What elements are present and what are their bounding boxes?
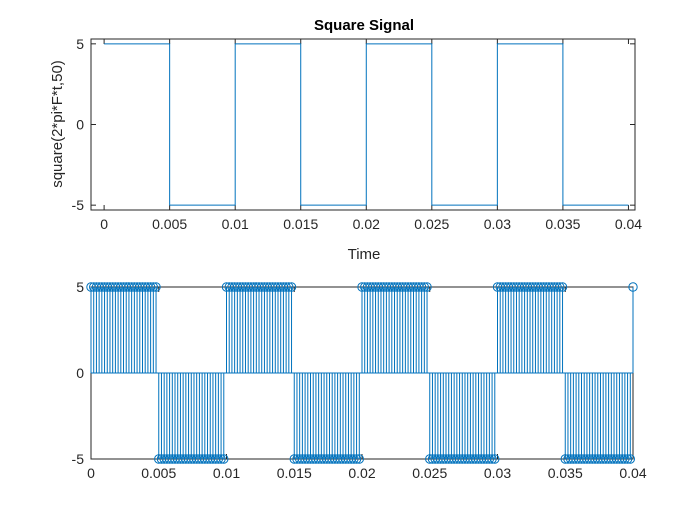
x-tick-label: 0.02	[353, 216, 380, 232]
axes-top: Square Signal Time square(2*pi*F*t,50) 0…	[49, 17, 642, 263]
x-tick-label: 0.035	[545, 216, 580, 232]
stem-marker	[349, 454, 359, 464]
y-axis-label: square(2*pi*F*t,50)	[49, 60, 66, 188]
x-tick-label: 0.035	[548, 465, 583, 481]
stem-marker	[557, 282, 568, 292]
stem-marker	[281, 282, 291, 292]
stem-marker	[351, 454, 362, 464]
axes-box	[90, 38, 636, 211]
stem-marker	[552, 282, 562, 292]
stem-marker	[422, 282, 432, 292]
signal-line	[104, 43, 629, 206]
x-axis-label: Time	[348, 246, 381, 263]
x-tick-label: 0	[100, 216, 108, 232]
stem-marker	[625, 454, 635, 464]
x-tick-label: 0.01	[222, 216, 249, 232]
stem-marker	[416, 282, 427, 292]
stem-marker	[219, 454, 229, 464]
x-tick-label: 0	[87, 465, 95, 481]
x-tick-label: 0.04	[619, 465, 646, 481]
x-tick-label: 0.03	[484, 216, 511, 232]
stem-marker	[216, 454, 226, 464]
plot-title: Square Signal	[314, 17, 414, 34]
stem-marker	[286, 282, 297, 292]
x-tick-label: 0.025	[414, 216, 449, 232]
stem-marker	[622, 454, 633, 464]
x-tick-label: 0.005	[141, 465, 176, 481]
stem-marker	[213, 454, 224, 464]
y-tick-label: 5	[76, 279, 84, 295]
x-tick-label: 0.015	[277, 465, 312, 481]
x-tick-label: 0.03	[484, 465, 511, 481]
stem-marker	[484, 454, 495, 464]
x-tick-label: 0.005	[152, 216, 187, 232]
stem-marker	[490, 454, 500, 464]
stem-marker	[148, 282, 159, 292]
stem-marker	[555, 282, 565, 292]
stem-marker	[145, 282, 156, 292]
stem-marker	[620, 454, 630, 464]
x-tick-label: 0.02	[348, 465, 375, 481]
stem-marker	[628, 282, 638, 292]
stem-marker	[354, 454, 364, 464]
x-tick-label: 0.015	[283, 216, 318, 232]
stem-marker	[487, 454, 497, 464]
stem-marker	[151, 282, 161, 292]
stem-marker	[419, 282, 430, 292]
y-tick-label: 0	[76, 365, 84, 381]
y-tick-label: -5	[72, 197, 85, 213]
x-tick-label: 0.01	[213, 465, 240, 481]
y-tick-label: 5	[76, 36, 84, 52]
x-tick-label: 0.04	[615, 216, 642, 232]
y-tick-label: -5	[72, 451, 85, 467]
stem-marker	[284, 282, 294, 292]
x-tick-label: 0.025	[412, 465, 447, 481]
y-tick-label: 0	[76, 117, 84, 133]
axes-bottom: 0 0.005 0.01 0.015 0.02 0.025 0.03 0.035 0.04-50…	[72, 279, 647, 481]
